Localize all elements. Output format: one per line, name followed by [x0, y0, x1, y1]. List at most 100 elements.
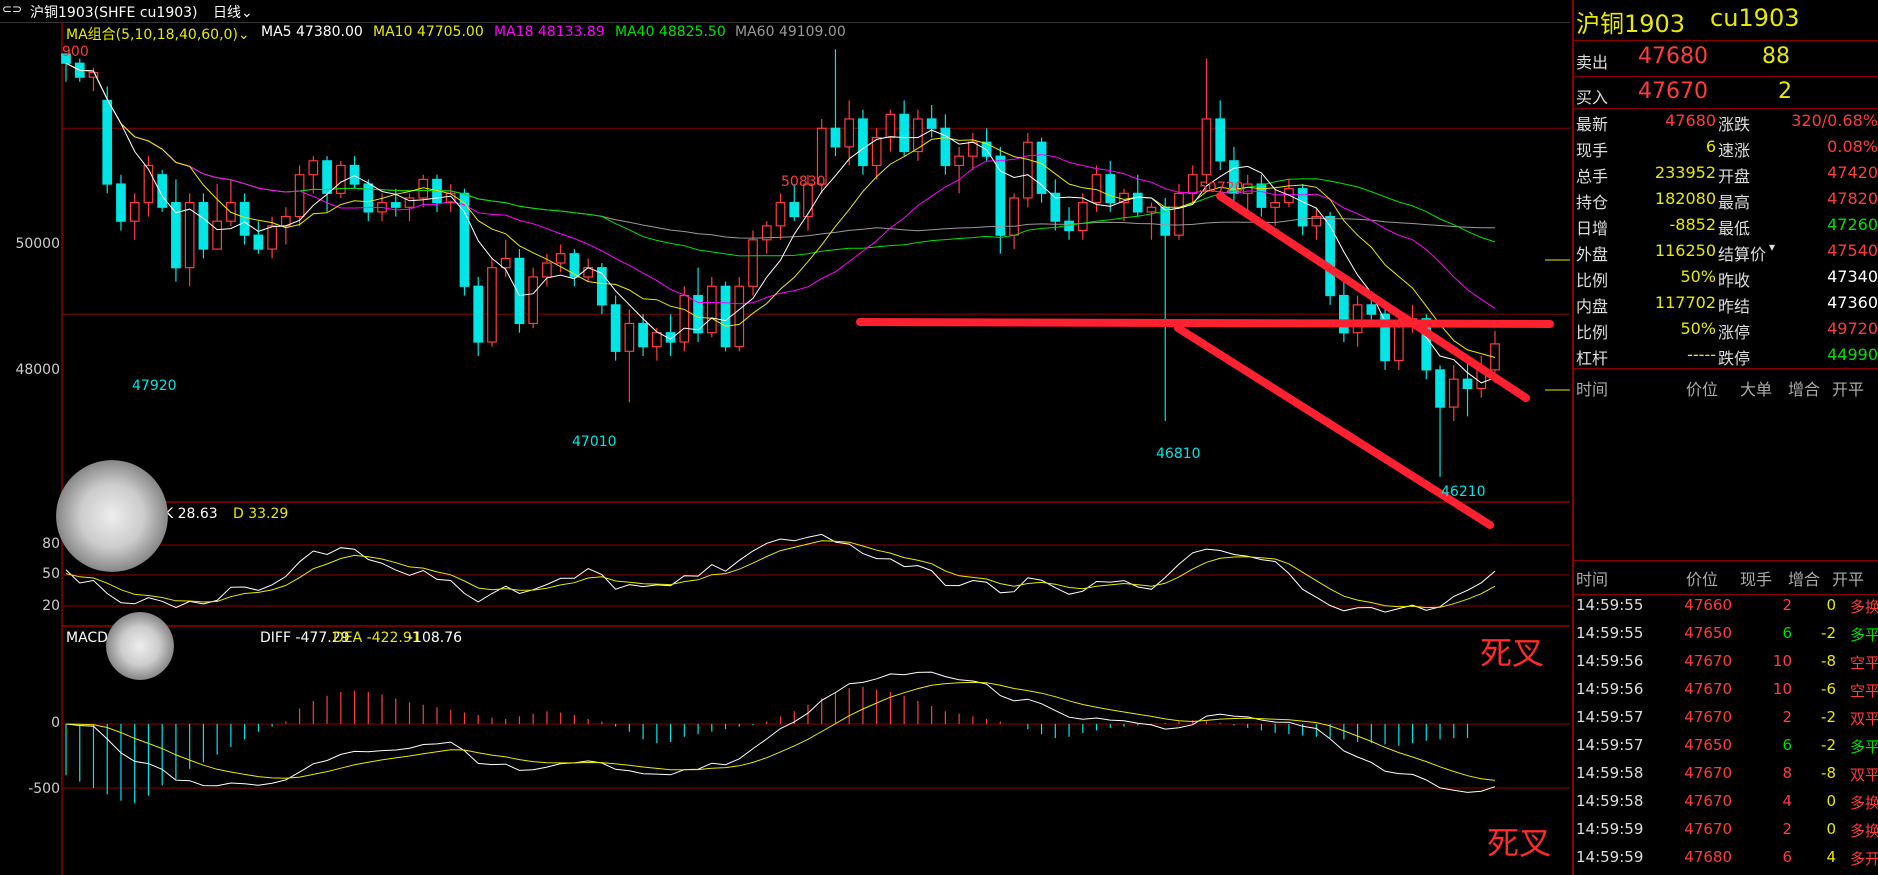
ma-group-selector[interactable]: MA组合(5,10,18,40,60,0)⌄ — [66, 24, 250, 44]
candle-body — [116, 183, 126, 222]
link-icon[interactable]: ⊂⊃ — [2, 2, 23, 16]
quote-field-value: 182080 — [1654, 189, 1716, 208]
tick-header-col: 增合 — [1788, 570, 1821, 589]
quote-field-label: 日增 — [1576, 219, 1609, 238]
candle-body — [871, 136, 882, 167]
quote-field-label: 速涨 — [1718, 141, 1751, 160]
tick-price: 47670 — [1684, 708, 1732, 726]
big-order-header-col: 时间 — [1576, 380, 1609, 399]
low-label-3: 46810 — [1156, 446, 1201, 462]
tick-position-change: 0 — [1826, 820, 1836, 838]
candle-body — [775, 202, 786, 227]
candle-body — [1009, 197, 1019, 236]
candle-body — [693, 294, 703, 334]
quote-field-label: 比例 — [1576, 271, 1609, 290]
candle-body — [308, 160, 319, 176]
candle-body — [679, 294, 690, 343]
quote-code: cu1903 — [1710, 4, 1800, 32]
candle-body — [1105, 174, 1116, 204]
tick-volume: 2 — [1782, 708, 1792, 726]
candle-body — [1393, 322, 1404, 362]
ma5-line — [65, 62, 1496, 384]
tick-position-change: -2 — [1821, 736, 1836, 754]
kdj-tick-80: 80 — [42, 536, 60, 552]
candle-body — [1448, 378, 1459, 408]
kdj-k-value: K 28.63 — [164, 506, 218, 522]
buy-volume: 2 — [1778, 79, 1792, 104]
tick-price: 47670 — [1684, 792, 1732, 810]
tick-type: 双平 — [1849, 766, 1878, 784]
tick-position-change: 0 — [1826, 792, 1836, 810]
candle-body — [789, 202, 800, 218]
tick-row: 14:59:58 47670 4 0 多换 — [1574, 792, 1878, 818]
tick-time: 14:59:57 — [1576, 736, 1644, 754]
candle-body — [1421, 318, 1432, 371]
tick-volume: 10 — [1772, 652, 1792, 670]
candle-body — [1022, 141, 1033, 199]
candle-body — [500, 257, 511, 269]
kdj-tick-20: 20 — [42, 598, 60, 614]
ma-group-label: MA组合(5,10,18,40,60,0) — [66, 27, 238, 43]
low-label-2: 47010 — [572, 434, 617, 450]
tick-volume: 8 — [1782, 764, 1792, 782]
candle-body — [267, 225, 277, 250]
candle-body — [390, 202, 401, 208]
divider — [1574, 76, 1878, 77]
ma10-line — [65, 62, 1496, 358]
tick-price: 47650 — [1684, 624, 1732, 642]
candle-body — [1297, 188, 1308, 227]
candle-body — [129, 202, 140, 222]
tick-type: 多开 — [1849, 850, 1878, 868]
tick-type: 空平 — [1849, 682, 1878, 700]
chart-canvas[interactable] — [0, 0, 1570, 875]
ma5-legend: MA5 47380.00 — [261, 24, 363, 40]
tick-time: 14:59:56 — [1576, 652, 1644, 670]
chevron-down-icon[interactable]: ▾ — [1769, 240, 1776, 254]
candle-body — [1325, 215, 1335, 297]
tick-volume: 10 — [1772, 680, 1792, 698]
period-selector[interactable]: 日线⌄ — [213, 2, 253, 22]
candle-body — [322, 160, 332, 194]
tick-position-change: 0 — [1826, 596, 1836, 614]
candle-body — [954, 155, 964, 167]
contract-title[interactable]: 沪铜1903(SHFE cu1903) — [30, 5, 198, 21]
quote-field-value: 320/0.68% — [1791, 111, 1878, 130]
candle-body — [1187, 174, 1198, 194]
tick-volume: 2 — [1782, 820, 1792, 838]
candle-body — [143, 164, 154, 204]
tick-type: 双平 — [1849, 710, 1878, 728]
macd-title[interactable]: MACD — [66, 630, 108, 646]
buy-label: 买入 — [1576, 88, 1609, 107]
candle-body — [1311, 215, 1322, 227]
tick-type: 多平 — [1849, 738, 1878, 756]
high-label-1: 50830 — [781, 174, 826, 190]
candle-body — [1201, 118, 1212, 176]
sell-price: 47680 — [1638, 44, 1708, 69]
tick-row: 14:59:56 47670 10 -6 空平 — [1574, 680, 1878, 706]
candle-body — [473, 285, 484, 343]
tick-type: 多平 — [1849, 626, 1878, 644]
quote-field-value: 117702 — [1654, 293, 1716, 312]
candle-body — [184, 202, 195, 269]
quote-field-label: 持仓 — [1576, 193, 1609, 212]
quote-field-label: 结算价 — [1718, 245, 1767, 264]
ma40-line — [65, 62, 1496, 257]
quote-field-label: 跌停 — [1718, 349, 1751, 368]
tick-row: 14:59:56 47670 10 -8 空平 — [1574, 652, 1878, 678]
quote-field-value: 0.08% — [1827, 137, 1878, 156]
divider — [1574, 40, 1878, 41]
quote-field-value: 47540 — [1827, 241, 1878, 260]
quote-field-value: 50% — [1680, 319, 1716, 338]
quote-field-label: 涨跌 — [1718, 115, 1751, 134]
macd-dea-line — [65, 681, 1496, 781]
tick-price: 47670 — [1684, 680, 1732, 698]
candle-body — [157, 174, 168, 208]
candle-body — [88, 71, 99, 78]
candle-body — [926, 118, 937, 129]
sell-volume: 88 — [1762, 44, 1790, 69]
tick-price: 47650 — [1684, 736, 1732, 754]
quote-field-value: 47680 — [1665, 111, 1716, 130]
kdj-k-line — [65, 533, 1496, 613]
candle-body — [1435, 369, 1445, 408]
low-label-4: 46210 — [1441, 484, 1486, 500]
